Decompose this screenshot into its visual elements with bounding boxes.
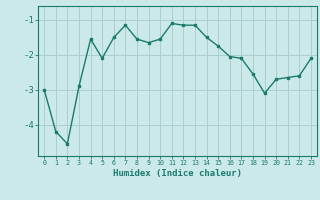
X-axis label: Humidex (Indice chaleur): Humidex (Indice chaleur) [113, 169, 242, 178]
